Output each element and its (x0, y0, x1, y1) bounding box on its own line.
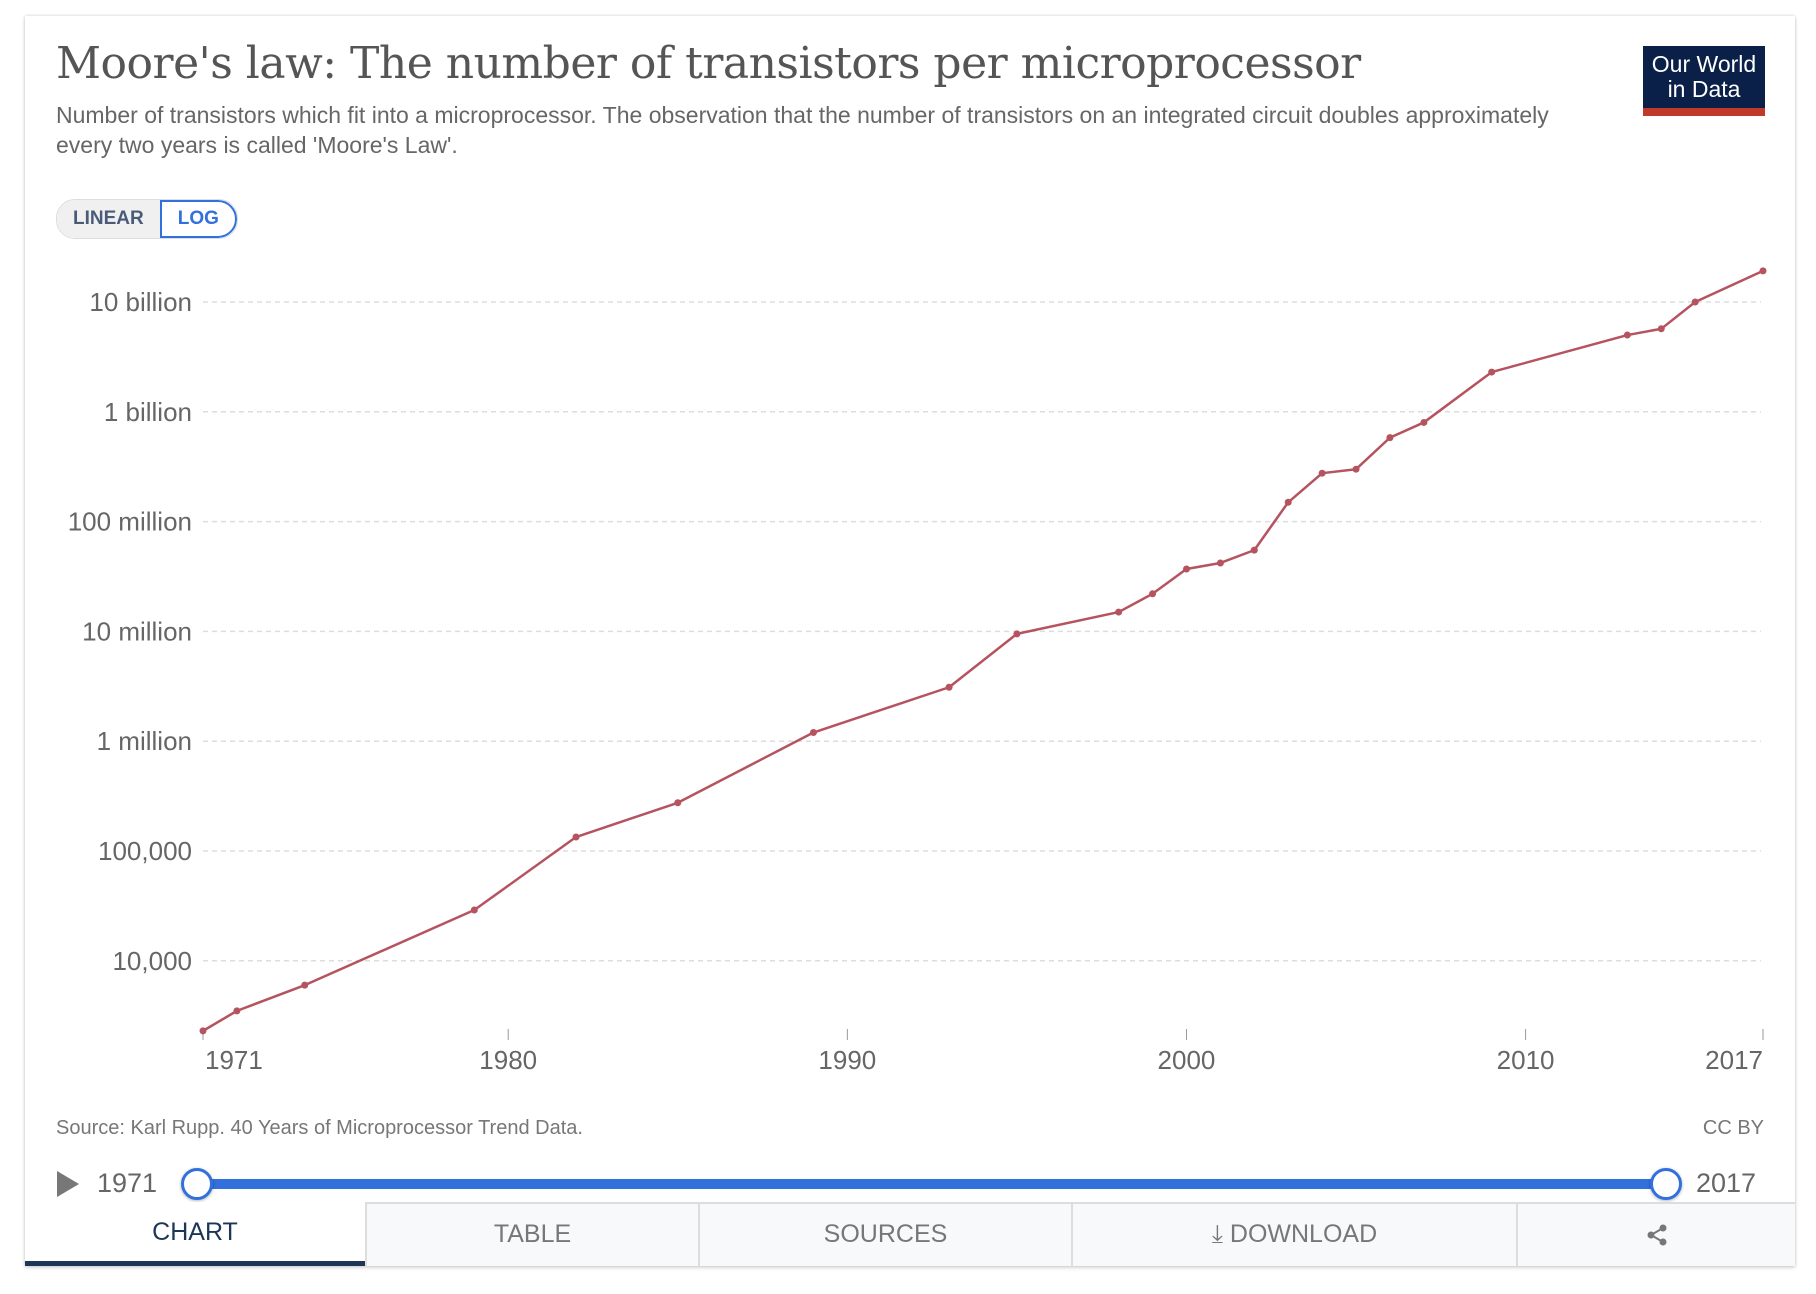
logo-line2: in Data (1667, 76, 1741, 102)
data-point (1182, 565, 1190, 573)
play-icon[interactable] (57, 1171, 79, 1197)
share-icon (1647, 1224, 1666, 1246)
data-point (1623, 331, 1631, 339)
data-point (1488, 368, 1496, 376)
y-tick-label: 10 billion (89, 287, 192, 317)
data-point (1250, 546, 1258, 554)
data-point (572, 833, 580, 841)
logo-line1: Our World (1651, 51, 1757, 77)
data-point (809, 729, 817, 737)
data-point (199, 1027, 207, 1035)
chart-subtitle: Number of transistors which fit into a m… (56, 102, 1549, 158)
license-link[interactable]: CC BY (1702, 1117, 1764, 1139)
x-tick-label: 1990 (818, 1045, 876, 1075)
x-tick-label: 2010 (1497, 1045, 1555, 1075)
data-point (1216, 559, 1224, 567)
log-scale-button[interactable]: LOG (159, 200, 237, 238)
data-point (1115, 608, 1123, 616)
tab-sources[interactable]: SOURCES (698, 1202, 1071, 1266)
y-tick-label: 10,000 (112, 946, 192, 976)
data-point (1284, 498, 1292, 506)
timeline-end-label: 2017 (1696, 1168, 1757, 1198)
line-chart: 10,000 100,000 1 million 10 million 100 mill… (68, 267, 1767, 1075)
timeline-start-label: 1971 (97, 1168, 158, 1198)
x-tick-label: 2000 (1158, 1045, 1216, 1075)
x-tick-label: 1971 (205, 1045, 263, 1075)
data-point (674, 799, 682, 807)
timeline-slider-track[interactable] (197, 1179, 1665, 1189)
y-tick-label: 1 billion (104, 397, 192, 427)
share-button[interactable] (1516, 1202, 1795, 1266)
chart-title: Moore's law: The number of transistors p… (56, 38, 1361, 89)
y-tick-label: 10 million (82, 616, 192, 646)
tab-bar: CHART TABLE SOURCES ⤓ DOWNLOAD (25, 1202, 1795, 1266)
data-point (1149, 590, 1157, 598)
owid-logo[interactable]: Our World in Data (1643, 46, 1765, 116)
data-point (1013, 630, 1021, 638)
data-point (1386, 434, 1394, 442)
tab-download[interactable]: ⤓ DOWNLOAD (1071, 1202, 1516, 1266)
data-point (470, 906, 478, 914)
tab-chart[interactable]: CHART (25, 1202, 365, 1266)
data-point (301, 981, 309, 989)
download-label: DOWNLOAD (1229, 1220, 1378, 1248)
data-point (1420, 418, 1428, 426)
series-line (202, 269, 1764, 1032)
scale-toggle: LINEAR LOG (56, 199, 238, 239)
data-point (1691, 298, 1699, 306)
y-tick-label: 1 million (97, 726, 192, 756)
chart-card: Moore's law: The number of transistors p… (25, 16, 1795, 1266)
data-point (233, 1007, 241, 1015)
y-tick-label: 100 million (68, 507, 192, 537)
timeline-end-handle[interactable] (1650, 1168, 1682, 1200)
data-point (1318, 469, 1326, 477)
data-point (945, 683, 953, 691)
timeline-start-handle[interactable] (181, 1168, 213, 1200)
data-point (1759, 267, 1767, 275)
source-note[interactable]: Source: Karl Rupp. 40 Years of Microproc… (56, 1117, 583, 1139)
x-tick-label: 1980 (479, 1045, 537, 1075)
download-icon: ⤓ (1211, 1220, 1223, 1248)
tab-table[interactable]: TABLE (365, 1202, 698, 1266)
data-point (1657, 325, 1665, 333)
linear-scale-button[interactable]: LINEAR (57, 200, 160, 238)
data-point (1352, 465, 1360, 473)
y-tick-label: 100,000 (98, 836, 192, 866)
x-tick-label: 2017 (1705, 1045, 1763, 1075)
